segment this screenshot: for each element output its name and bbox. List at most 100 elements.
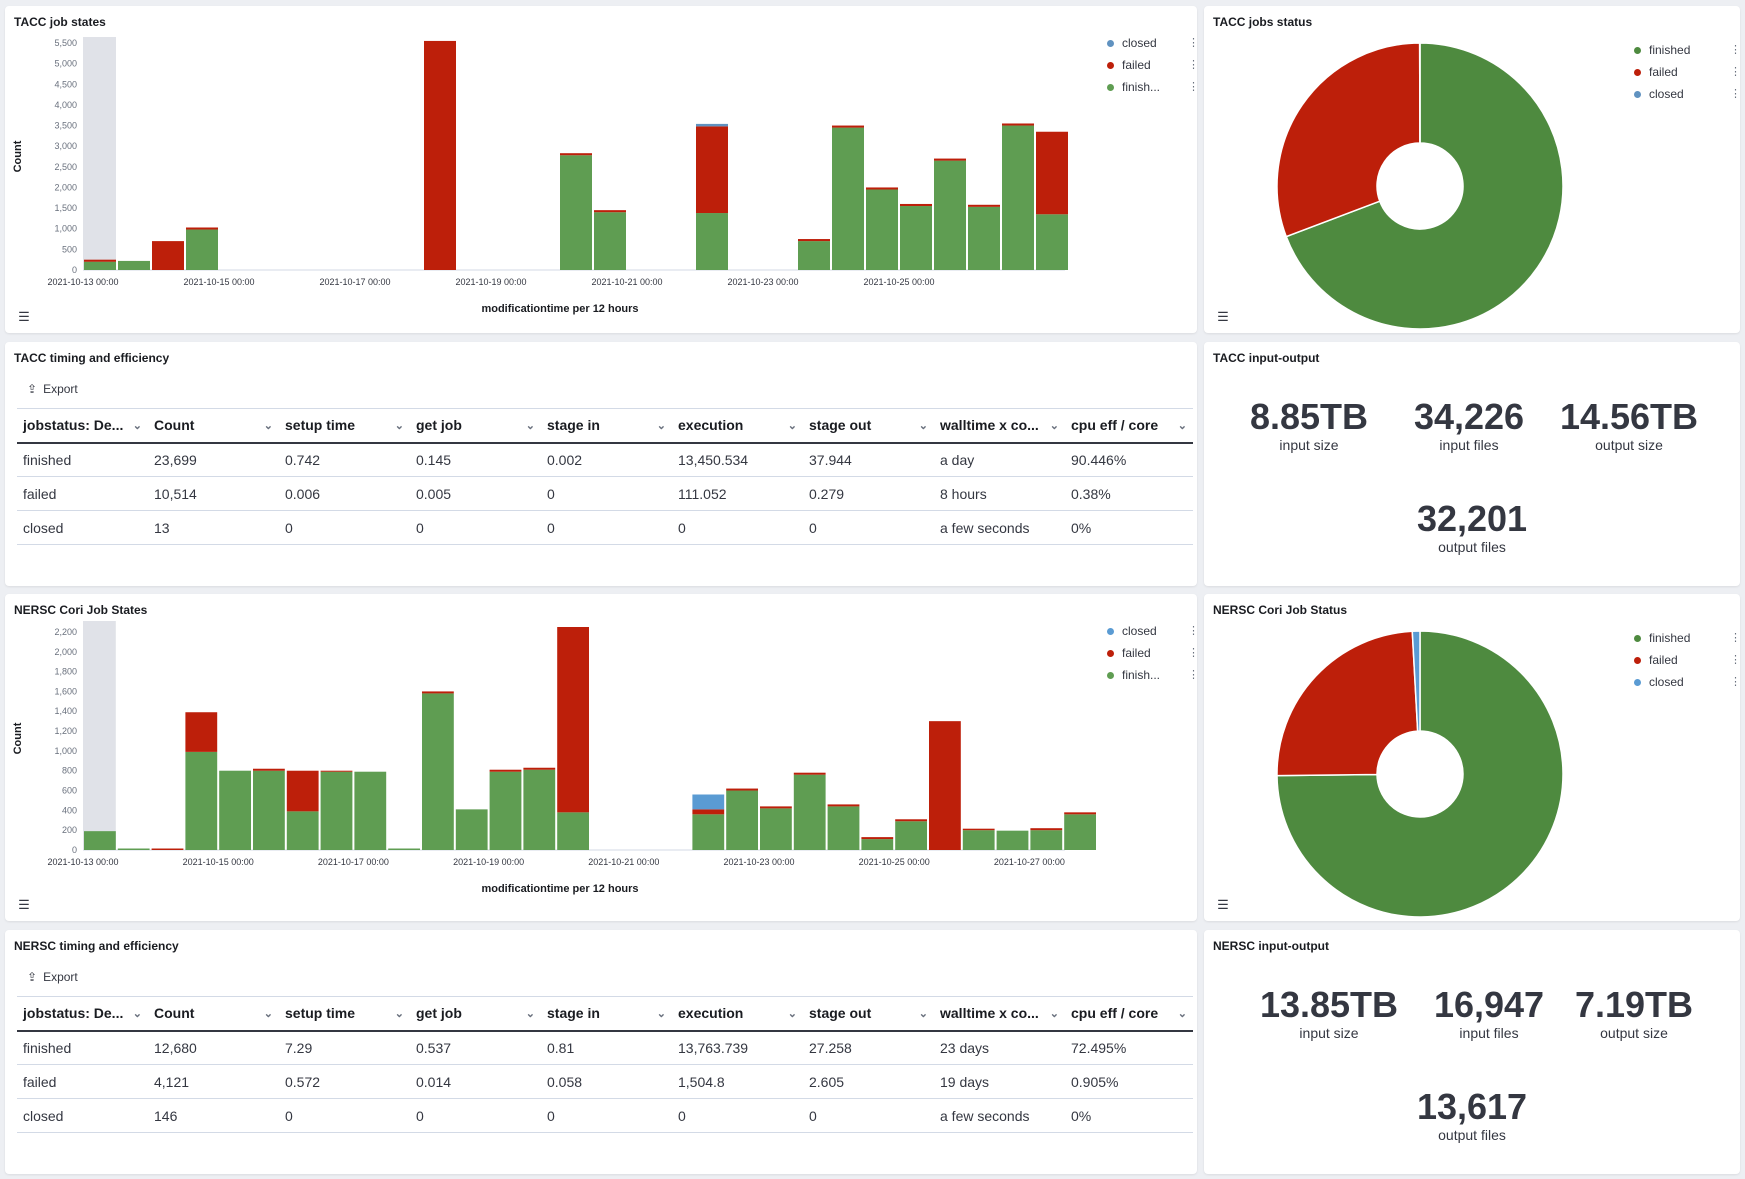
- legend-item-closed[interactable]: closed ⋮: [1634, 83, 1740, 105]
- column-header[interactable]: cpu eff / core ⌄: [1065, 996, 1193, 1032]
- column-header[interactable]: stage in ⌄: [541, 408, 672, 444]
- kebab-icon[interactable]: ⋮: [1730, 44, 1740, 56]
- table-cell[interactable]: 0.905%: [1065, 1064, 1193, 1099]
- table-cell[interactable]: finished: [17, 1030, 148, 1065]
- chevron-down-icon[interactable]: ⌄: [656, 419, 666, 432]
- kebab-icon[interactable]: ⋮: [1730, 676, 1740, 688]
- kebab-icon[interactable]: ⋮: [1188, 59, 1197, 71]
- table-cell[interactable]: 0: [672, 510, 803, 545]
- table-cell[interactable]: 0.002: [541, 442, 672, 477]
- table-cell[interactable]: 0.014: [410, 1064, 541, 1099]
- table-cell[interactable]: 0.537: [410, 1030, 541, 1065]
- legend-item-failed[interactable]: failed ⋮: [1634, 61, 1740, 83]
- chevron-down-icon[interactable]: ⌄: [263, 419, 273, 432]
- table-cell[interactable]: 146: [148, 1098, 279, 1133]
- chevron-down-icon[interactable]: ⌄: [394, 419, 404, 432]
- chevron-down-icon[interactable]: ⌄: [918, 1007, 928, 1020]
- chevron-down-icon[interactable]: ⌄: [1049, 419, 1059, 432]
- table-cell[interactable]: 12,680: [148, 1030, 279, 1065]
- table-cell[interactable]: 0: [803, 1098, 934, 1133]
- legend-item-finished[interactable]: finished ⋮: [1634, 627, 1740, 649]
- nersc-job-status-donut[interactable]: [1204, 594, 1740, 921]
- kebab-icon[interactable]: ⋮: [1188, 647, 1197, 659]
- table-cell[interactable]: 0.572: [279, 1064, 410, 1099]
- chevron-down-icon[interactable]: ⌄: [1049, 1007, 1059, 1020]
- export-button[interactable]: ⇪ Export: [27, 382, 78, 396]
- chevron-down-icon[interactable]: ⌄: [525, 419, 535, 432]
- table-cell[interactable]: 1,504.8: [672, 1064, 803, 1099]
- table-cell[interactable]: 0.005: [410, 476, 541, 511]
- chevron-down-icon[interactable]: ⌄: [132, 1007, 142, 1020]
- table-cell[interactable]: 0.742: [279, 442, 410, 477]
- table-cell[interactable]: 0.279: [803, 476, 934, 511]
- chevron-down-icon[interactable]: ⌄: [394, 1007, 404, 1020]
- table-cell[interactable]: 0: [672, 1098, 803, 1133]
- chevron-down-icon[interactable]: ⌄: [1177, 1007, 1187, 1020]
- table-cell[interactable]: closed: [17, 1098, 148, 1133]
- column-header[interactable]: Count ⌄: [148, 996, 279, 1032]
- legend-item-closed[interactable]: closed ⋮: [1634, 671, 1740, 693]
- kebab-icon[interactable]: ⋮: [1730, 654, 1740, 666]
- table-cell[interactable]: 19 days: [934, 1064, 1065, 1099]
- legend-toggle-icon[interactable]: ☰: [18, 897, 30, 912]
- column-header[interactable]: stage out ⌄: [803, 996, 934, 1032]
- chevron-down-icon[interactable]: ⌄: [787, 1007, 797, 1020]
- tacc-jobs-status-donut[interactable]: [1204, 6, 1740, 333]
- legend-item-closed[interactable]: closed ⋮: [1107, 32, 1197, 54]
- legend-item-finished[interactable]: finished ⋮: [1634, 39, 1740, 61]
- legend-toggle-icon[interactable]: ☰: [1217, 309, 1229, 324]
- table-cell[interactable]: a few seconds: [934, 510, 1065, 545]
- table-cell[interactable]: 72.495%: [1065, 1030, 1193, 1065]
- chevron-down-icon[interactable]: ⌄: [918, 419, 928, 432]
- table-cell[interactable]: 0: [279, 510, 410, 545]
- table-cell[interactable]: 13: [148, 510, 279, 545]
- table-cell[interactable]: 7.29: [279, 1030, 410, 1065]
- export-button[interactable]: ⇪ Export: [27, 970, 78, 984]
- table-cell[interactable]: failed: [17, 1064, 148, 1099]
- kebab-icon[interactable]: ⋮: [1730, 88, 1740, 100]
- column-header[interactable]: Count ⌄: [148, 408, 279, 444]
- kebab-icon[interactable]: ⋮: [1188, 669, 1197, 681]
- table-cell[interactable]: 0.006: [279, 476, 410, 511]
- table-cell[interactable]: 0: [541, 1098, 672, 1133]
- column-header[interactable]: jobstatus: De... ⌄: [17, 408, 148, 444]
- column-header[interactable]: get job ⌄: [410, 408, 541, 444]
- table-cell[interactable]: failed: [17, 476, 148, 511]
- legend-item-closed[interactable]: closed ⋮: [1107, 620, 1197, 642]
- chevron-down-icon[interactable]: ⌄: [656, 1007, 666, 1020]
- chevron-down-icon[interactable]: ⌄: [132, 419, 142, 432]
- nersc-job-states-chart[interactable]: 0 200 400 600 800 1,000 1,200 1,400 1,600 1,800 2,…: [5, 594, 1197, 921]
- table-cell[interactable]: 23 days: [934, 1030, 1065, 1065]
- legend-toggle-icon[interactable]: ☰: [1217, 897, 1229, 912]
- legend-item-finished[interactable]: finish... ⋮: [1107, 76, 1197, 98]
- column-header[interactable]: execution ⌄: [672, 996, 803, 1032]
- table-cell[interactable]: 0: [803, 510, 934, 545]
- chevron-down-icon[interactable]: ⌄: [787, 419, 797, 432]
- legend-item-failed[interactable]: failed ⋮: [1107, 642, 1197, 664]
- table-cell[interactable]: 2.605: [803, 1064, 934, 1099]
- tacc-job-states-chart[interactable]: 0 500 1,000 1,500 2,000 2,500 3,000 3,500 4,000 4…: [5, 6, 1197, 333]
- table-cell[interactable]: 4,121: [148, 1064, 279, 1099]
- column-header[interactable]: stage in ⌄: [541, 996, 672, 1032]
- table-cell[interactable]: finished: [17, 442, 148, 477]
- legend-item-finished[interactable]: finish... ⋮: [1107, 664, 1197, 686]
- table-cell[interactable]: 10,514: [148, 476, 279, 511]
- kebab-icon[interactable]: ⋮: [1188, 625, 1197, 637]
- table-cell[interactable]: 0.38%: [1065, 476, 1193, 511]
- table-cell[interactable]: 0.058: [541, 1064, 672, 1099]
- table-cell[interactable]: 0: [410, 1098, 541, 1133]
- kebab-icon[interactable]: ⋮: [1188, 37, 1197, 49]
- column-header[interactable]: stage out ⌄: [803, 408, 934, 444]
- table-cell[interactable]: 0: [279, 1098, 410, 1133]
- table-cell[interactable]: 0%: [1065, 1098, 1193, 1133]
- table-cell[interactable]: 111.052: [672, 476, 803, 511]
- table-cell[interactable]: 13,763.739: [672, 1030, 803, 1065]
- table-cell[interactable]: 0: [541, 476, 672, 511]
- table-cell[interactable]: a day: [934, 442, 1065, 477]
- table-cell[interactable]: a few seconds: [934, 1098, 1065, 1133]
- table-cell[interactable]: 37.944: [803, 442, 934, 477]
- kebab-icon[interactable]: ⋮: [1730, 632, 1740, 644]
- legend-toggle-icon[interactable]: ☰: [18, 309, 30, 324]
- chevron-down-icon[interactable]: ⌄: [525, 1007, 535, 1020]
- column-header[interactable]: setup time ⌄: [279, 408, 410, 444]
